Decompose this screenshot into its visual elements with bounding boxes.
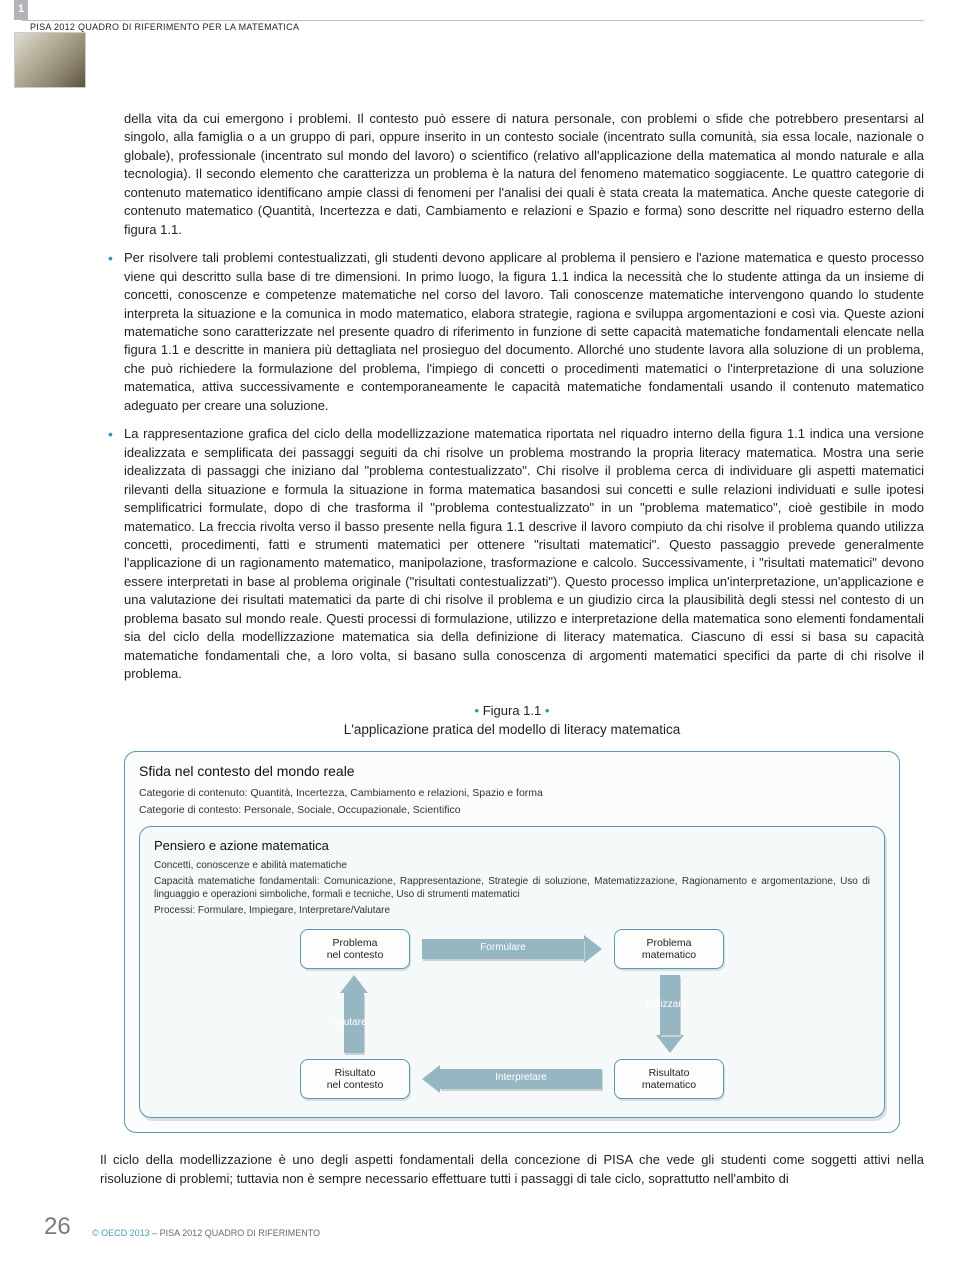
node-problem-context: Problema nel contesto: [300, 929, 410, 969]
running-header: PISA 2012 QUADRO DI RIFERIMENTO PER LA M…: [30, 22, 299, 32]
arrow-interpretare: Interpretare: [422, 1067, 602, 1091]
node-br-2: matematico: [615, 1079, 723, 1092]
figure-label-bullet-l: •: [475, 703, 483, 718]
node-bl-1: Risultato: [301, 1067, 409, 1080]
header-rule: [22, 20, 924, 21]
closing-paragraph: Il ciclo della modellizzazione è uno deg…: [100, 1151, 924, 1188]
node-bl-2: nel contesto: [301, 1079, 409, 1092]
arrow-valutare: Valutare: [342, 975, 366, 1053]
page-number: 26: [44, 1210, 71, 1244]
bullet-paragraph-2: La rappresentazione grafica del ciclo de…: [124, 425, 924, 683]
cycle-diagram: Problema nel contesto Problema matematic…: [252, 929, 772, 1099]
arrow-top-label: Formulare: [422, 941, 584, 955]
arrow-left-label: Valutare: [330, 1016, 367, 1030]
node-tl-2: nel contesto: [301, 949, 409, 962]
diagram-inner-box: Pensiero e azione matematica Concetti, c…: [139, 826, 885, 1118]
node-result-math: Risultato matematico: [614, 1059, 724, 1099]
inner-line2: Capacità matematiche fondamentali: Comun…: [154, 875, 870, 902]
figure-number: Figura 1.1: [483, 703, 542, 718]
inner-line3: Processi: Formulare, Impiegare, Interpre…: [154, 904, 870, 918]
header-thumbnail: [14, 32, 86, 88]
node-br-1: Risultato: [615, 1067, 723, 1080]
node-tr-2: matematico: [615, 949, 723, 962]
diagram-outer-box: Sfida nel contesto del mondo reale Categ…: [124, 751, 900, 1133]
footer-title: – PISA 2012 QUADRO DI RIFERIMENTO: [150, 1228, 320, 1238]
page-footer: 26 © OECD 2013 – PISA 2012 QUADRO DI RIF…: [100, 1214, 924, 1244]
arrow-right-label: Utilizzare: [646, 998, 687, 1012]
node-result-context: Risultato nel contesto: [300, 1059, 410, 1099]
arrow-utilizzare: Utilizzare: [658, 975, 682, 1053]
bullet-paragraph-1: Per risolvere tali problemi contestualiz…: [124, 249, 924, 415]
node-tr-1: Problema: [615, 937, 723, 950]
outer-title: Sfida nel contesto del mondo reale: [139, 762, 885, 782]
inner-line1: Concetti, conoscenze e abilità matematic…: [154, 859, 870, 873]
node-problem-math: Problema matematico: [614, 929, 724, 969]
outer-line2: Categorie di contesto: Personale, Social…: [139, 803, 885, 818]
figure-caption: L'applicazione pratica del modello di li…: [100, 720, 924, 739]
inner-title: Pensiero e azione matematica: [154, 837, 870, 855]
node-tl-1: Problema: [301, 937, 409, 950]
arrow-bottom-label: Interpretare: [440, 1071, 602, 1085]
figure-label-bullet-r: •: [541, 703, 549, 718]
figure-label: • Figura 1.1 •: [100, 702, 924, 720]
lead-paragraph: della vita da cui emergono i problemi. I…: [124, 110, 924, 239]
footer-copyright: © OECD 2013: [92, 1228, 150, 1238]
arrow-formulare: Formulare: [422, 937, 602, 961]
footer-credit: © OECD 2013 – PISA 2012 QUADRO DI RIFERI…: [92, 1227, 320, 1240]
chapter-tab: 1: [14, 0, 28, 20]
outer-line1: Categorie di contenuto: Quantità, Incert…: [139, 786, 885, 801]
